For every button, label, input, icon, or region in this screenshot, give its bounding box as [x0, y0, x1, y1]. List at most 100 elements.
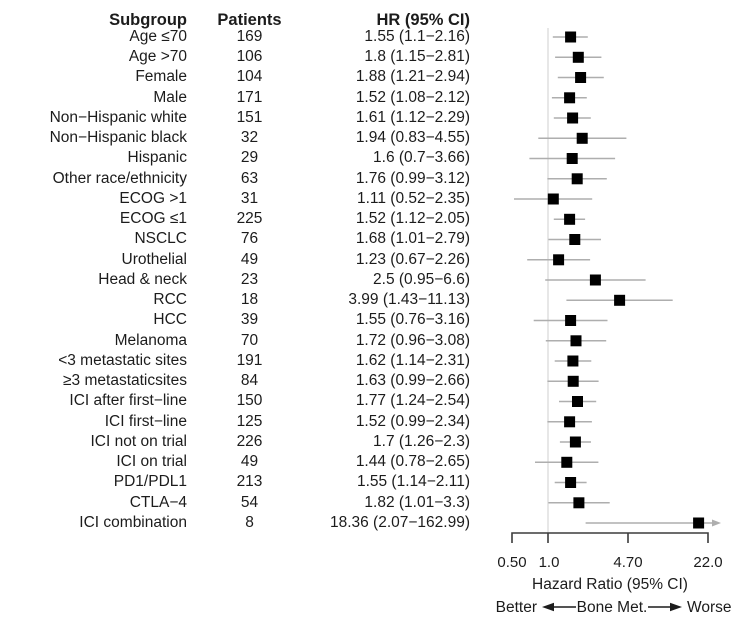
patients-cell: 29 [240, 149, 259, 167]
subgroup-cell: HCC [153, 311, 187, 329]
hr-ci-cell: 1.77 (1.24−2.54) [355, 392, 470, 410]
x-tick-label-22_0: 22.0 [693, 554, 722, 571]
table-row: PD1/PDL1 213 1.55 (1.14−2.11) [0, 472, 470, 492]
table-row: Male 171 1.52 (1.08−2.12) [0, 88, 470, 108]
hr-point-marker [564, 92, 576, 104]
hr-point-marker [567, 112, 579, 124]
subgroup-cell: Hispanic [127, 149, 187, 167]
patients-cell: 31 [240, 189, 259, 207]
left-arrow-icon [542, 602, 554, 612]
hr-ci-cell: 1.11 (0.52−2.35) [356, 189, 470, 207]
subgroup-cell: Non−Hispanic white [49, 108, 187, 126]
forest-rows [514, 31, 721, 529]
hr-point-marker [566, 153, 578, 164]
hr-point-marker [564, 213, 576, 225]
patients-cell: 225 [236, 210, 263, 228]
table-row: Female 104 1.88 (1.21−2.94) [0, 67, 470, 87]
hr-point-marker [561, 456, 573, 468]
subgroup-cell: Age ≤70 [129, 27, 187, 45]
patients-cell: 84 [240, 372, 259, 390]
hr-ci-cell: 1.52 (1.12−2.05) [355, 210, 470, 228]
hr-point-marker [572, 51, 584, 63]
direction-label-bone-met: Bone Met. [577, 599, 648, 616]
x-tick-label-1_0: 1.0 [539, 554, 560, 571]
subgroup-cell: ICI combination [79, 513, 187, 531]
hr-ci-cell: 1.8 (1.15−2.81) [364, 48, 470, 66]
subgroup-cell: ≥3 metastaticsites [63, 372, 187, 390]
hr-point-marker [564, 416, 576, 428]
table-row: ICI combination 8 18.36 (2.07−162.99) [0, 513, 470, 533]
table-row: NSCLC 76 1.68 (1.01−2.79) [0, 229, 470, 249]
patients-column-header: Patients [217, 11, 282, 29]
table-row: Urothelial 49 1.23 (0.67−2.26) [0, 250, 470, 270]
hr-ci-cell: 1.82 (1.01−3.3) [364, 493, 470, 511]
hr-point-marker [575, 72, 587, 83]
patients-cell: 125 [236, 412, 263, 430]
patients-cell: 54 [240, 493, 259, 511]
hr-point-marker [569, 234, 581, 245]
patients-cell: 23 [240, 270, 259, 288]
hr-point-marker [565, 315, 577, 326]
subgroup-cell: <3 metastatic sites [58, 351, 187, 369]
subgroup-cell: ICI on trial [116, 453, 187, 471]
direction-annotation: Better Bone Met. Worse [496, 599, 732, 616]
subgroup-cell: ECOG >1 [119, 189, 187, 207]
hr-point-marker [571, 173, 583, 185]
hr-point-marker [570, 335, 582, 347]
subgroup-cell: ECOG ≤1 [119, 210, 187, 228]
hr-ci-cell: 3.99 (1.43−11.13) [348, 291, 470, 309]
hr-ci-cell: 1.7 (1.26−2.3) [373, 432, 470, 450]
patients-cell: 213 [236, 473, 263, 491]
patients-cell: 151 [236, 108, 263, 126]
table-row: Head & neck 23 2.5 (0.95−6.6) [0, 270, 470, 290]
subgroup-cell: RCC [153, 291, 187, 309]
hr-point-marker [569, 436, 581, 448]
hr-ci-cell: 1.94 (0.83−4.55) [355, 129, 470, 147]
hr-ci-cell: 1.61 (1.12−2.29) [355, 108, 470, 126]
patients-cell: 150 [236, 392, 263, 410]
table-row: ICI first−line 125 1.52 (0.99−2.34) [0, 412, 470, 432]
hr-ci-cell: 1.55 (1.1−2.16) [364, 27, 470, 45]
table-row: Non−Hispanic black 32 1.94 (0.83−4.55) [0, 128, 470, 148]
subgroup-cell: ICI after first−line [69, 392, 187, 410]
table-row: Age ≤70 169 1.55 (1.1−2.16) [0, 27, 470, 47]
subgroup-cell: Head & neck [98, 270, 187, 288]
subgroup-cell: Female [135, 68, 187, 86]
subgroup-cell: Non−Hispanic black [49, 129, 187, 147]
hr-point-marker [572, 396, 583, 407]
subgroup-cell: ICI first−line [104, 412, 187, 430]
hr-ci-cell: 1.88 (1.21−2.94) [355, 68, 470, 86]
hr-point-marker [567, 355, 579, 367]
hr-point-marker [565, 31, 577, 43]
subgroup-cell: Other race/ethnicity [52, 169, 187, 187]
hr-ci-cell: 1.55 (0.76−3.16) [355, 311, 470, 329]
hr-ci-cell: 1.62 (1.14−2.31) [355, 351, 470, 369]
subgroup-cell: PD1/PDL1 [113, 473, 187, 491]
table-header: Subgroup Patients HR (95% CI) [0, 10, 470, 30]
patients-cell: 49 [240, 453, 259, 471]
right-arrow-icon [670, 602, 682, 612]
table-row: ICI on trial 49 1.44 (0.78−2.65) [0, 452, 470, 472]
table-row: <3 metastatic sites 191 1.62 (1.14−2.31) [0, 351, 470, 371]
hr-point-marker [547, 193, 559, 205]
hr-ci-cell: 1.55 (1.14−2.11) [356, 473, 470, 491]
hr-ci-cell: 2.5 (0.95−6.6) [373, 270, 470, 288]
ci-clipped-arrow-icon [712, 519, 721, 527]
patients-cell: 169 [236, 27, 263, 45]
table-row: Hispanic 29 1.6 (0.7−3.66) [0, 148, 470, 168]
hr-point-marker [567, 375, 579, 387]
subgroup-cell: Urothelial [121, 250, 187, 268]
patients-cell: 76 [240, 230, 259, 248]
direction-label-better: Better [496, 599, 537, 616]
direction-label-worse: Worse [687, 599, 732, 616]
patients-cell: 39 [240, 311, 259, 329]
patients-cell: 18 [240, 291, 259, 309]
x-axis-line [511, 532, 709, 543]
table-row: ≥3 metastaticsites 84 1.63 (0.99−2.66) [0, 371, 470, 391]
patients-cell: 104 [236, 68, 263, 86]
table-row: ECOG ≤1 225 1.52 (1.12−2.05) [0, 209, 470, 229]
subgroup-cell: Age >70 [128, 48, 187, 66]
table-row: CTLA−4 54 1.82 (1.01−3.3) [0, 493, 470, 513]
table-row: Non−Hispanic white 151 1.61 (1.12−2.29) [0, 108, 470, 128]
